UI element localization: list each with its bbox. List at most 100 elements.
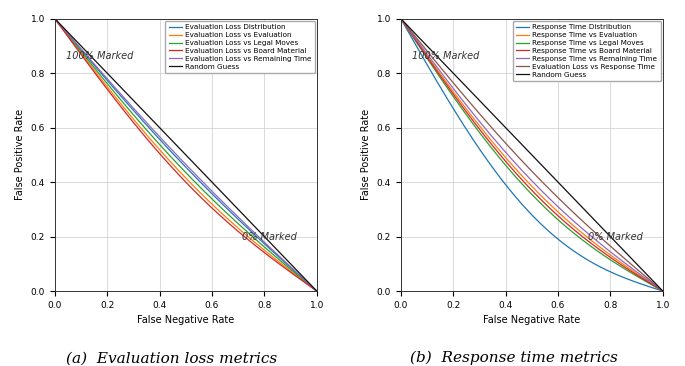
Random Guess [553,179,561,183]
Response Time Distribution [659,289,667,293]
Text: (a)  Evaluation loss metrics: (a) Evaluation loss metrics [66,351,277,365]
Text: 100% Marked: 100% Marked [66,51,133,61]
Response Time vs Evaluation [659,289,667,293]
Random Guess [177,147,185,152]
Response Time vs Legal Moves [538,203,547,208]
Response Time vs Legal Moves [612,261,620,265]
Text: 100% Marked: 100% Marked [412,51,479,61]
Text: 0% Marked: 0% Marked [588,232,643,242]
Evaluation Loss vs Legal Moves [312,289,321,293]
Evaluation Loss vs Remaining Time [192,173,201,178]
Response Time vs Remaining Time [523,173,531,178]
Evaluation Loss vs Remaining Time [265,245,273,249]
Y-axis label: False Positive Rate: False Positive Rate [361,109,371,200]
Evaluation Loss vs Evaluation [192,187,201,191]
Line: Response Time Distribution: Response Time Distribution [401,19,663,291]
Response Time vs Remaining Time [521,172,530,176]
Evaluation Loss vs Legal Moves [177,165,185,169]
Response Time vs Legal Moves [553,216,561,221]
Random Guess [265,240,273,244]
Response Time vs Evaluation [652,285,660,289]
Response Time vs Evaluation [523,179,531,183]
Response Time Distribution [521,206,530,210]
X-axis label: False Negative Rate: False Negative Rate [137,315,234,325]
Line: Response Time vs Evaluation: Response Time vs Evaluation [401,19,663,291]
Response Time Distribution [523,207,531,212]
Evaluation Loss vs Response Time [612,249,620,253]
Evaluation Loss vs Remaining Time [312,289,321,293]
Evaluation Loss Distribution [175,158,184,163]
Legend: Response Time Distribution, Response Time vs Evaluation, Response Time vs Legal : Response Time Distribution, Response Tim… [512,20,660,81]
Evaluation Loss vs Legal Moves [51,16,59,21]
Line: Evaluation Loss vs Evaluation: Evaluation Loss vs Evaluation [55,19,316,291]
Random Guess [652,282,660,287]
Response Time vs Legal Moves [521,185,530,190]
X-axis label: False Negative Rate: False Negative Rate [483,315,580,325]
Response Time Distribution [612,272,620,276]
Random Guess [207,179,215,183]
Response Time vs Legal Moves [523,187,531,191]
Line: Evaluation Loss vs Response Time: Evaluation Loss vs Response Time [401,19,663,291]
Line: Response Time vs Legal Moves: Response Time vs Legal Moves [401,19,663,291]
Evaluation Loss vs Evaluation [175,169,184,173]
Evaluation Loss vs Legal Moves [175,164,184,168]
Evaluation Loss Distribution [306,283,314,288]
Response Time vs Board Material [521,181,530,186]
Random Guess [521,146,530,150]
Evaluation Loss vs Response Time [523,164,531,168]
Response Time vs Board Material [652,285,660,290]
Evaluation Loss vs Board Material [306,284,314,289]
Response Time vs Board Material [397,16,405,21]
Evaluation Loss Distribution [51,16,59,21]
Evaluation Loss vs Evaluation [177,171,185,175]
Line: Evaluation Loss vs Remaining Time: Evaluation Loss vs Remaining Time [55,19,316,291]
Response Time vs Remaining Time [397,16,405,21]
Response Time vs Legal Moves [659,289,667,293]
Random Guess [659,289,667,293]
Y-axis label: False Positive Rate: False Positive Rate [15,109,25,200]
Evaluation Loss Distribution [207,190,215,195]
Response Time vs Evaluation [538,195,547,199]
Random Guess [523,147,531,152]
Evaluation Loss vs Evaluation [312,289,321,293]
Evaluation Loss vs Evaluation [51,16,59,21]
Line: Random Guess: Random Guess [55,19,316,291]
Response Time vs Board Material [538,199,547,203]
Evaluation Loss vs Board Material [207,205,215,209]
Evaluation Loss vs Response Time [553,194,561,199]
Evaluation Loss vs Legal Moves [192,182,201,186]
Response Time vs Legal Moves [397,16,405,21]
Evaluation Loss Distribution [265,246,273,251]
Response Time vs Board Material [553,212,561,217]
Response Time vs Board Material [612,259,620,263]
Random Guess [306,282,314,287]
Legend: Evaluation Loss Distribution, Evaluation Loss vs Evaluation, Evaluation Loss vs : Evaluation Loss Distribution, Evaluation… [165,20,314,73]
Evaluation Loss vs Response Time [659,289,667,293]
Evaluation Loss vs Evaluation [265,252,273,257]
Evaluation Loss vs Remaining Time [177,157,185,161]
Response Time Distribution [397,16,405,21]
Line: Random Guess: Random Guess [401,19,663,291]
Random Guess [538,164,547,168]
Line: Response Time vs Board Material: Response Time vs Board Material [401,19,663,291]
Response Time Distribution [553,236,561,240]
Evaluation Loss vs Remaining Time [175,155,184,160]
Response Time vs Board Material [523,183,531,187]
Response Time vs Remaining Time [652,284,660,289]
Evaluation Loss vs Response Time [538,180,547,184]
Line: Evaluation Loss Distribution: Evaluation Loss Distribution [55,19,316,291]
Response Time Distribution [538,223,547,228]
Evaluation Loss vs Board Material [51,16,59,21]
Evaluation Loss vs Evaluation [306,284,314,288]
Evaluation Loss vs Legal Moves [306,284,314,288]
Line: Response Time vs Remaining Time: Response Time vs Remaining Time [401,19,663,291]
Evaluation Loss Distribution [312,289,321,293]
Response Time vs Remaining Time [612,254,620,258]
Evaluation Loss vs Remaining Time [207,188,215,192]
Random Guess [175,146,184,150]
Random Guess [51,16,59,21]
Response Time vs Evaluation [521,177,530,182]
Response Time vs Remaining Time [538,190,547,194]
Response Time vs Evaluation [397,16,405,21]
Random Guess [192,164,201,168]
